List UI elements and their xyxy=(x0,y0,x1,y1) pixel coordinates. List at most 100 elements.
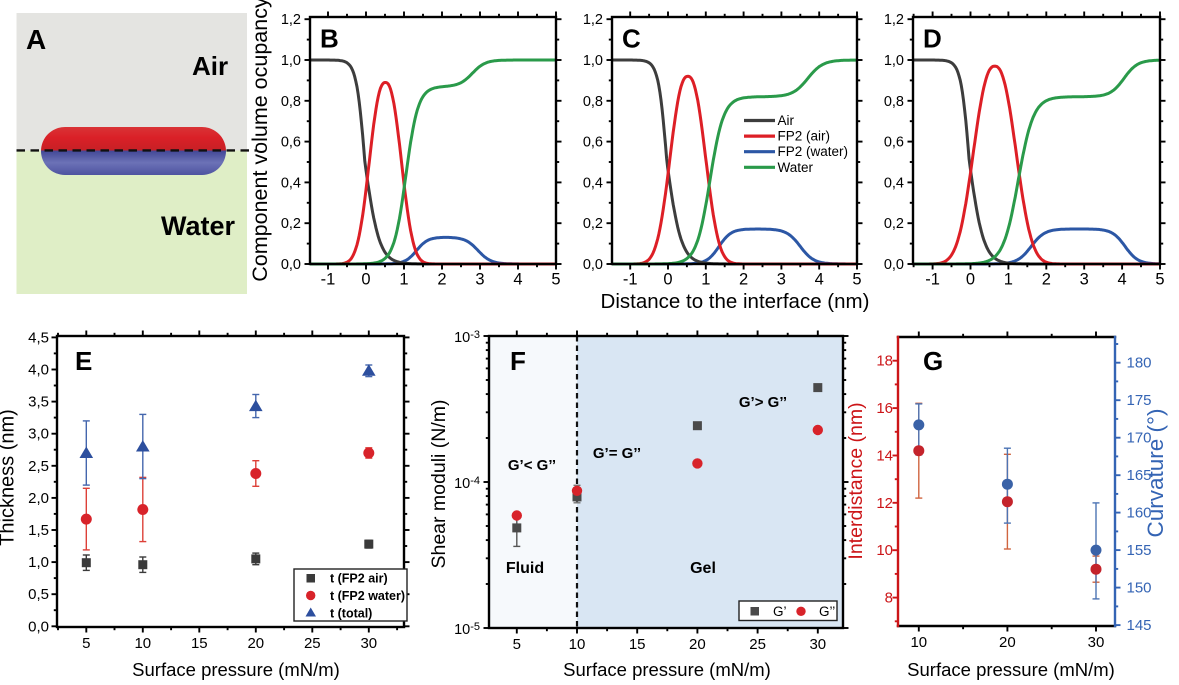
svg-text:-1: -1 xyxy=(623,271,638,289)
svg-text:3: 3 xyxy=(475,271,484,289)
svg-text:C: C xyxy=(622,24,641,54)
svg-text:4,5: 4,5 xyxy=(28,329,49,346)
svg-text:1: 1 xyxy=(399,271,408,289)
svg-text:Air: Air xyxy=(778,113,795,128)
svg-text:0: 0 xyxy=(361,271,370,289)
svg-text:1,0: 1,0 xyxy=(28,554,49,571)
svg-text:15: 15 xyxy=(629,636,646,653)
svg-text:0,4: 0,4 xyxy=(884,175,904,191)
svg-text:0,4: 0,4 xyxy=(583,175,603,191)
svg-text:E: E xyxy=(75,346,92,376)
svg-text:2: 2 xyxy=(437,271,446,289)
svg-text:30: 30 xyxy=(1088,634,1105,651)
svg-text:Surface pressure (mN/m): Surface pressure (mN/m) xyxy=(907,659,1115,680)
svg-text:F: F xyxy=(510,346,526,376)
svg-text:30: 30 xyxy=(809,636,826,653)
svg-text:Gel: Gel xyxy=(690,560,716,577)
svg-text:25: 25 xyxy=(304,635,321,652)
svg-text:A: A xyxy=(26,24,46,55)
svg-text:0,0: 0,0 xyxy=(884,257,904,273)
svg-text:10: 10 xyxy=(569,636,586,653)
svg-text:1,0: 1,0 xyxy=(583,53,603,69)
svg-text:0,0: 0,0 xyxy=(28,618,49,635)
svg-text:10: 10 xyxy=(910,634,927,651)
svg-text:0,6: 0,6 xyxy=(583,135,603,151)
svg-text:0: 0 xyxy=(663,271,672,289)
svg-text:1,2: 1,2 xyxy=(583,12,603,28)
svg-text:20: 20 xyxy=(689,636,706,653)
svg-text:Surface pressure (mN/m): Surface pressure (mN/m) xyxy=(563,659,771,680)
svg-text:150: 150 xyxy=(1127,580,1152,597)
svg-text:145: 145 xyxy=(1127,617,1152,634)
svg-text:1,2: 1,2 xyxy=(884,12,904,28)
svg-text:5: 5 xyxy=(852,271,861,289)
svg-text:180: 180 xyxy=(1127,355,1152,372)
svg-text:14: 14 xyxy=(876,447,893,464)
svg-text:4: 4 xyxy=(513,271,522,289)
svg-text:D: D xyxy=(923,24,942,54)
svg-text:G’= G’’: G’= G’’ xyxy=(593,445,641,462)
svg-text:t (FP2 water): t (FP2 water) xyxy=(330,589,405,603)
svg-text:Air: Air xyxy=(192,51,228,81)
svg-text:0,8: 0,8 xyxy=(583,94,603,110)
svg-text:18: 18 xyxy=(876,353,893,370)
svg-text:Distance to the interface (nm): Distance to the interface (nm) xyxy=(601,290,870,313)
svg-text:Shear moduli (N/m): Shear moduli (N/m) xyxy=(428,399,450,568)
svg-text:G’< G’’: G’< G’’ xyxy=(508,457,556,474)
svg-text:25: 25 xyxy=(749,636,766,653)
svg-text:2: 2 xyxy=(739,271,748,289)
svg-text:Fluid: Fluid xyxy=(506,560,544,577)
svg-text:4: 4 xyxy=(1118,271,1127,289)
svg-text:15: 15 xyxy=(191,635,208,652)
svg-text:5: 5 xyxy=(551,271,560,289)
svg-text:0,2: 0,2 xyxy=(583,216,603,232)
svg-text:Component volume ocupancy: Component volume ocupancy xyxy=(248,0,272,282)
svg-text:2: 2 xyxy=(1042,271,1051,289)
svg-text:FP2 (air): FP2 (air) xyxy=(778,129,831,144)
svg-text:FP2 (water): FP2 (water) xyxy=(778,144,849,159)
svg-text:4: 4 xyxy=(815,271,824,289)
svg-text:G: G xyxy=(923,346,943,376)
svg-text:2,5: 2,5 xyxy=(28,458,49,475)
svg-text:G’: G’ xyxy=(773,604,787,619)
svg-text:Water: Water xyxy=(778,160,814,175)
svg-text:30: 30 xyxy=(360,635,377,652)
svg-text:1,5: 1,5 xyxy=(28,522,49,539)
svg-text:0,4: 0,4 xyxy=(281,175,301,191)
svg-text:Water: Water xyxy=(161,211,236,241)
svg-text:0,6: 0,6 xyxy=(884,135,904,151)
svg-text:Curvature (°): Curvature (°) xyxy=(1143,408,1168,537)
svg-text:0,8: 0,8 xyxy=(281,94,301,110)
svg-text:3: 3 xyxy=(777,271,786,289)
svg-text:3,5: 3,5 xyxy=(28,394,49,411)
svg-text:t (FP2 air): t (FP2 air) xyxy=(330,572,388,586)
svg-text:0,8: 0,8 xyxy=(884,94,904,110)
svg-text:1: 1 xyxy=(1004,271,1013,289)
svg-text:5: 5 xyxy=(1155,271,1164,289)
svg-text:20: 20 xyxy=(999,634,1016,651)
svg-text:t (total): t (total) xyxy=(330,607,372,621)
svg-text:Interdistance (nm): Interdistance (nm) xyxy=(845,402,867,559)
svg-text:Thickness (nm): Thickness (nm) xyxy=(0,409,19,546)
svg-text:-1: -1 xyxy=(925,271,940,289)
svg-text:0,0: 0,0 xyxy=(583,257,603,273)
svg-text:4,0: 4,0 xyxy=(28,362,49,379)
svg-text:0,5: 0,5 xyxy=(28,586,49,603)
svg-text:-1: -1 xyxy=(321,271,336,289)
svg-text:155: 155 xyxy=(1127,542,1152,559)
svg-text:0,2: 0,2 xyxy=(281,216,301,232)
svg-text:B: B xyxy=(320,24,339,54)
svg-text:5: 5 xyxy=(82,635,90,652)
svg-text:1,2: 1,2 xyxy=(281,12,301,28)
svg-text:3: 3 xyxy=(1080,271,1089,289)
svg-text:2,0: 2,0 xyxy=(28,490,49,507)
svg-text:160: 160 xyxy=(1127,505,1152,522)
svg-text:20: 20 xyxy=(247,635,264,652)
svg-text:16: 16 xyxy=(876,400,893,417)
svg-text:1,0: 1,0 xyxy=(884,53,904,69)
svg-text:170: 170 xyxy=(1127,430,1152,447)
svg-text:10: 10 xyxy=(134,635,151,652)
svg-text:165: 165 xyxy=(1127,467,1152,484)
svg-text:1,0: 1,0 xyxy=(281,53,301,69)
svg-text:Surface pressure (mN/m): Surface pressure (mN/m) xyxy=(132,659,340,680)
